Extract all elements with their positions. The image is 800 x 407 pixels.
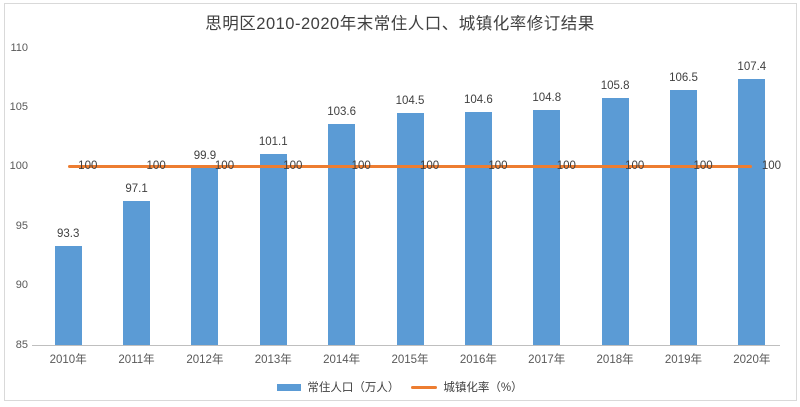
x-tick-label: 2019年 <box>664 354 702 366</box>
line-value-label: 100 <box>693 159 713 172</box>
bar-value-label: 105.8 <box>600 79 630 92</box>
bar <box>123 201 151 345</box>
line-value-label: 100 <box>420 159 440 172</box>
legend-label-urbanization-rate: 城镇化率（%） <box>443 382 523 394</box>
x-tick-label: 2014年 <box>323 354 361 366</box>
bar <box>191 167 219 345</box>
legend: 常住人口（万人） 城镇化率（%） <box>0 379 800 395</box>
bar <box>533 109 561 345</box>
bar <box>669 89 697 345</box>
bar-value-label: 103.6 <box>327 106 357 119</box>
legend-label-resident-population: 常住人口（万人） <box>307 382 400 394</box>
bar-value-label: 99.9 <box>193 149 217 162</box>
bar <box>738 78 766 345</box>
x-tick-label: 2013年 <box>254 354 292 366</box>
bar-value-label: 104.5 <box>395 95 425 108</box>
y-tick-label: 105 <box>9 100 28 113</box>
line-value-label: 100 <box>283 159 303 172</box>
x-tick-label: 2018年 <box>596 354 634 366</box>
line-value-label: 100 <box>351 159 371 172</box>
x-tick-label: 2020年 <box>733 354 771 366</box>
legend-item-resident-population: 常住人口（万人） <box>277 379 399 395</box>
line-value-label: 100 <box>761 159 781 172</box>
x-tick-label: 2012年 <box>186 354 224 366</box>
line-value-label: 100 <box>214 159 235 172</box>
line-series-swatch-icon <box>411 385 438 389</box>
bar <box>328 124 356 345</box>
x-tick-label: 2010年 <box>49 354 87 366</box>
bar-value-label: 104.8 <box>532 91 562 104</box>
line-value-label: 100 <box>78 159 98 172</box>
x-tick-label: 2017年 <box>528 354 566 366</box>
line-value-label: 100 <box>488 159 508 172</box>
line-value-label: 100 <box>625 159 645 172</box>
bar-value-label: 106.5 <box>669 71 698 84</box>
chart-title: 思明区2010-2020年末常住人口、城镇化率修订结果 <box>205 15 595 33</box>
bar-value-label: 97.1 <box>125 183 148 196</box>
y-tick-label: 110 <box>10 41 28 54</box>
bar-value-label: 107.4 <box>737 60 767 73</box>
legend-item-urbanization-rate: 城镇化率（%） <box>411 379 523 395</box>
bar <box>396 113 424 345</box>
bar <box>601 97 629 345</box>
y-tick-label: 95 <box>15 219 28 232</box>
bar <box>54 246 82 345</box>
x-axis-line <box>32 345 780 346</box>
bar <box>259 153 287 345</box>
y-tick-label: 100 <box>9 160 28 173</box>
x-tick-label: 2011年 <box>118 354 155 366</box>
x-tick-label: 2015年 <box>391 354 429 366</box>
y-tick-label: 90 <box>15 279 28 292</box>
bar-series-swatch-icon <box>277 383 302 391</box>
y-tick-label: 85 <box>15 338 28 351</box>
line-value-label: 100 <box>556 159 576 172</box>
bar-value-label: 104.6 <box>463 94 493 107</box>
urbanization-rate-line <box>68 165 752 169</box>
bar-value-label: 101.1 <box>258 135 288 148</box>
line-value-label: 100 <box>146 159 166 172</box>
bar-value-label: 93.3 <box>56 228 80 241</box>
x-tick-label: 2016年 <box>459 354 497 366</box>
bar <box>464 112 492 345</box>
